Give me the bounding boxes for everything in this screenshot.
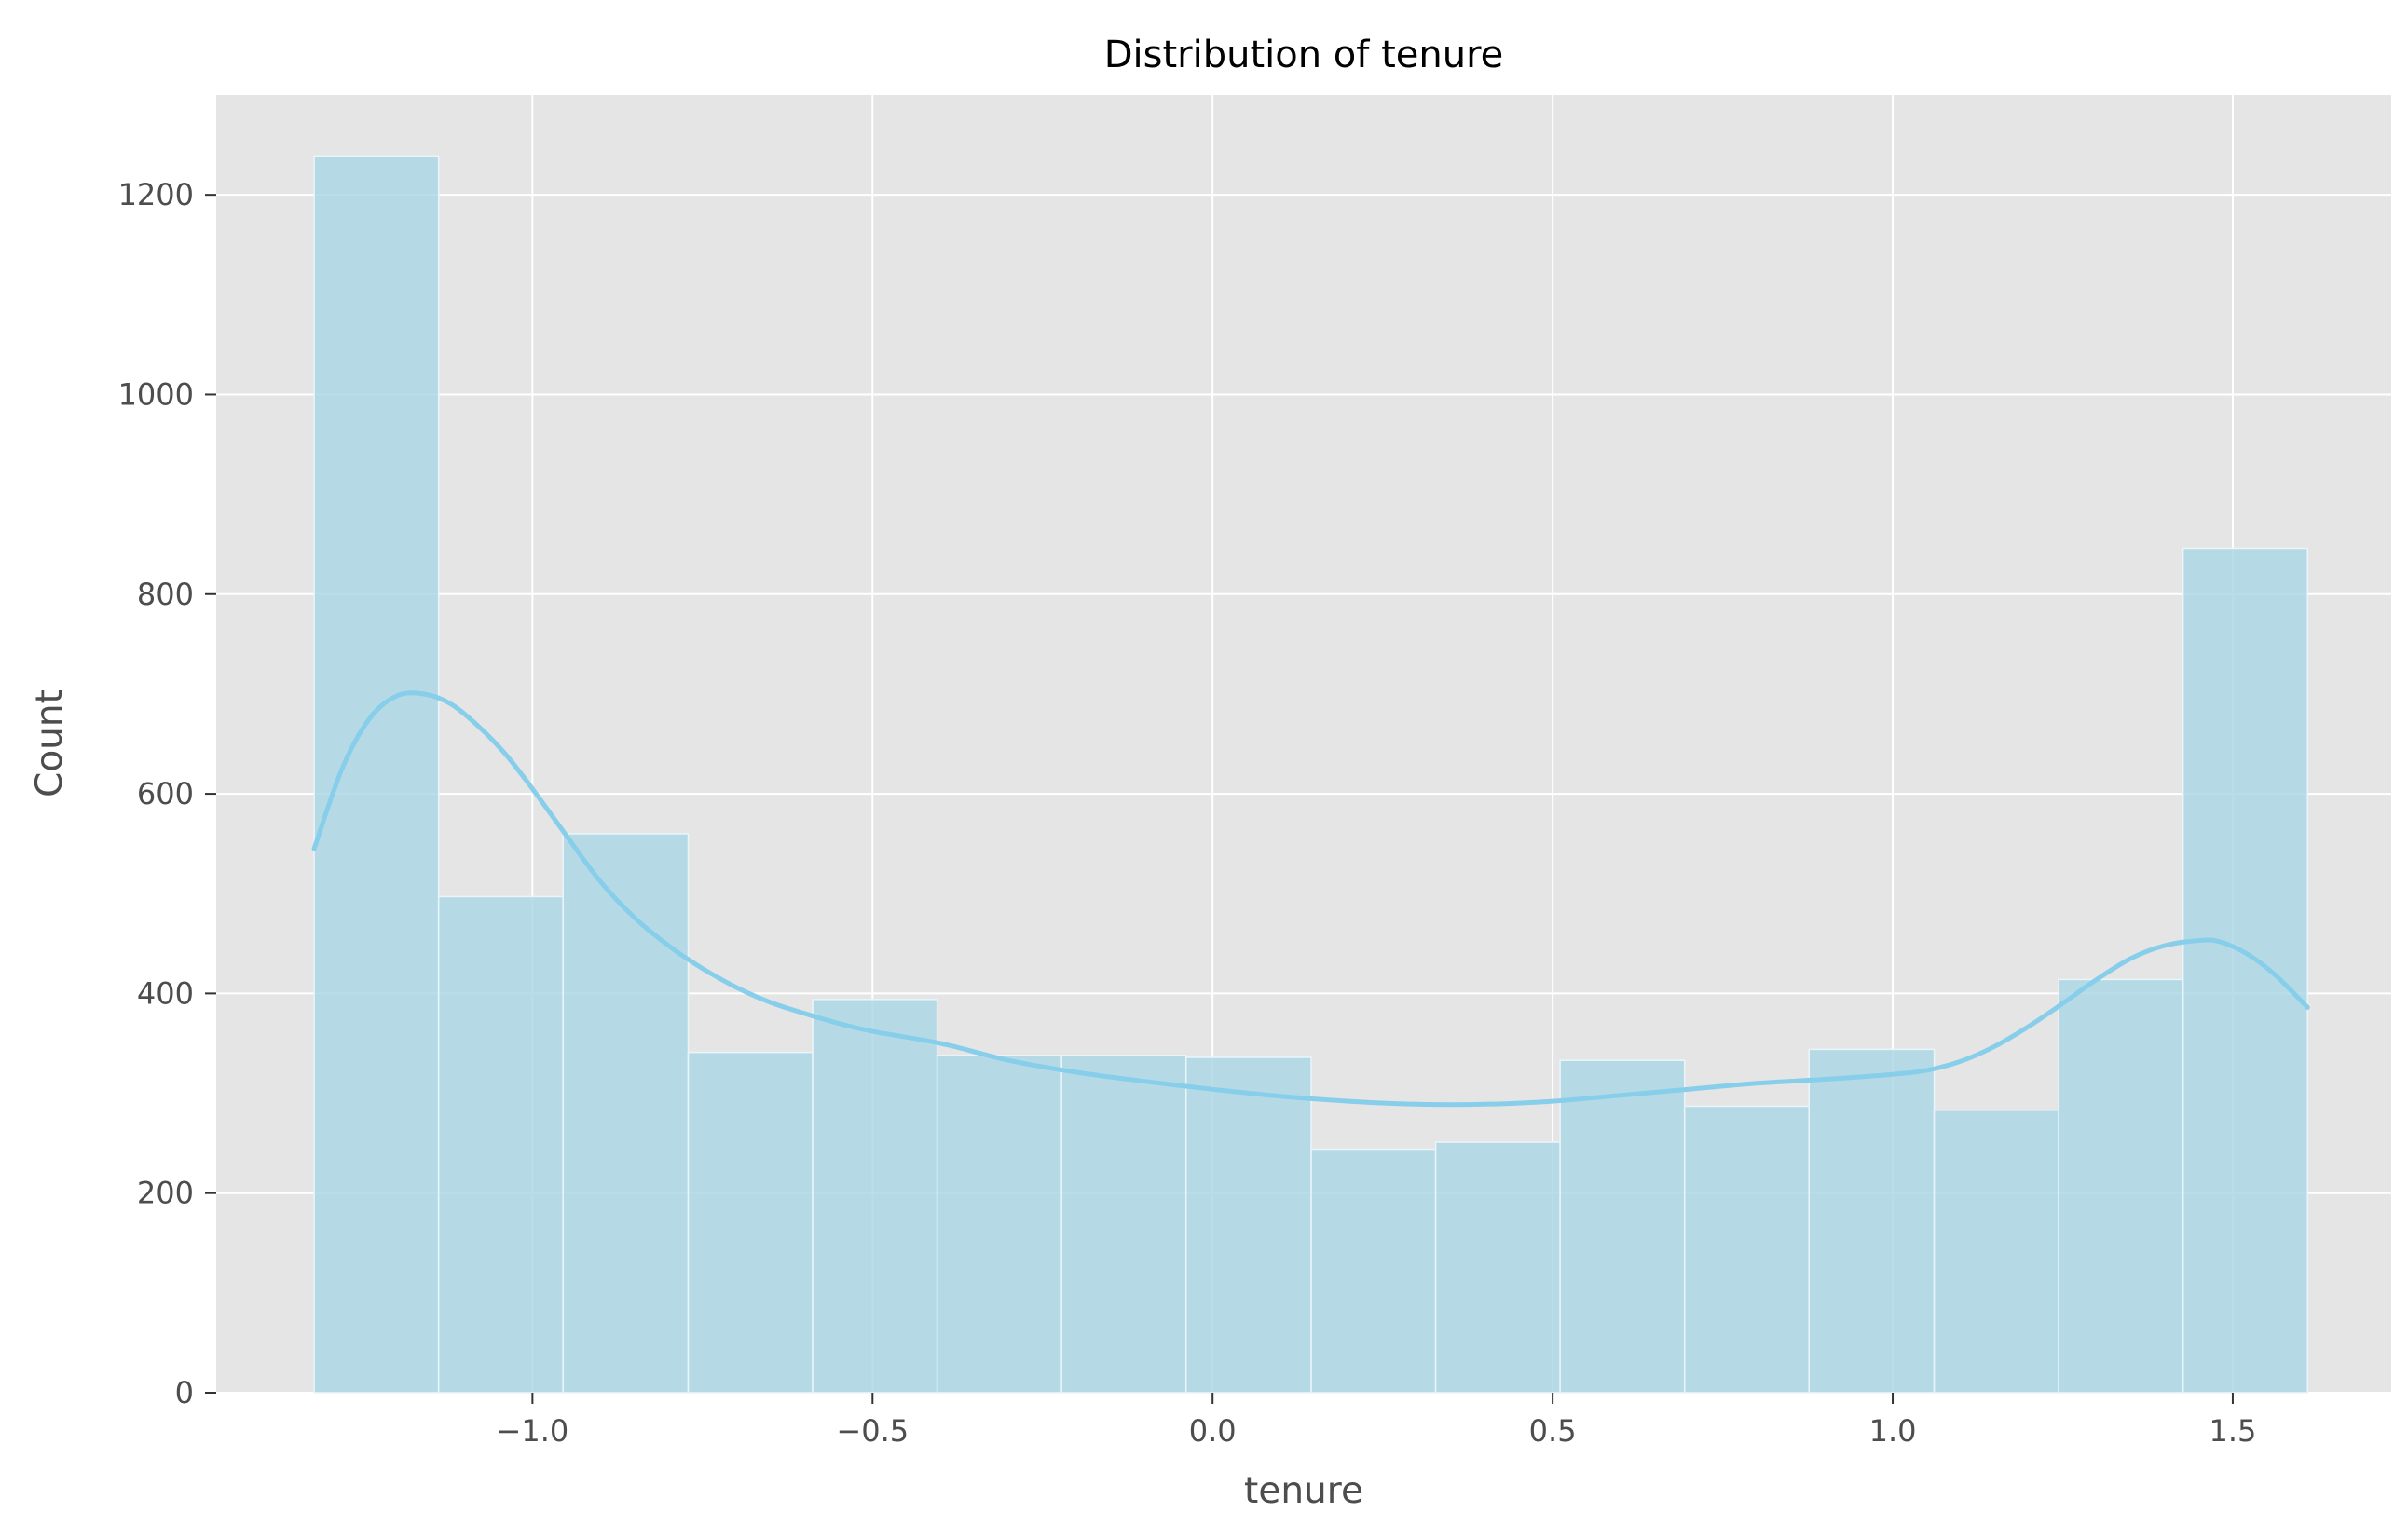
x-axis-ticks: −1.0 −0.5 0.0 0.5 1.0 1.5 (497, 1393, 2257, 1449)
kde-curve (311, 690, 2310, 1108)
x-tick-label-2: 0.0 (1189, 1413, 1237, 1449)
histogram-bar-7 (1184, 1056, 1312, 1394)
histogram-bar-4 (812, 999, 938, 1394)
y-tick-label-0: 0 (175, 1375, 194, 1410)
y-tick-label-5: 1000 (118, 376, 194, 412)
histogram-bar-9 (1434, 1141, 1561, 1394)
x-tick-label-0: −1.0 (497, 1413, 569, 1449)
histogram-bar-15 (2182, 547, 2308, 1394)
y-tick-label-1: 200 (137, 1176, 194, 1211)
y-axis-label: Count (29, 689, 71, 797)
y-tick-label-6: 1200 (118, 177, 194, 212)
histogram-bar-2 (562, 833, 690, 1394)
histogram-bar-6 (1060, 1055, 1187, 1394)
x-tick-label-3: 0.5 (1529, 1413, 1577, 1449)
histogram-bar-0 (313, 155, 440, 1394)
histogram-bar-10 (1559, 1059, 1686, 1394)
y-tick-label-3: 600 (137, 776, 194, 811)
y-tick-label-2: 400 (137, 975, 194, 1011)
histogram-bar-11 (1683, 1105, 1811, 1394)
x-tick-label-5: 1.5 (2210, 1413, 2257, 1449)
histogram-bar-13 (1933, 1110, 2059, 1394)
histogram-bar-3 (687, 1051, 814, 1394)
histogram-bar-5 (936, 1055, 1062, 1394)
histogram-bar-8 (1310, 1148, 1437, 1394)
y-tick-label-4: 800 (137, 577, 194, 612)
histogram-bar-1 (437, 895, 564, 1394)
histogram-bars (313, 155, 2308, 1394)
x-tick-label-1: −0.5 (836, 1413, 909, 1449)
histogram-bar-12 (1808, 1048, 1936, 1394)
x-tick-label-4: 1.0 (1869, 1413, 1917, 1449)
chart-title: Distribution of tenure (1104, 34, 1504, 76)
histogram-bar-14 (2058, 978, 2184, 1394)
x-axis-label: tenure (1244, 1470, 1363, 1512)
y-axis-ticks: 0 200 400 600 800 1000 1200 (118, 177, 216, 1410)
